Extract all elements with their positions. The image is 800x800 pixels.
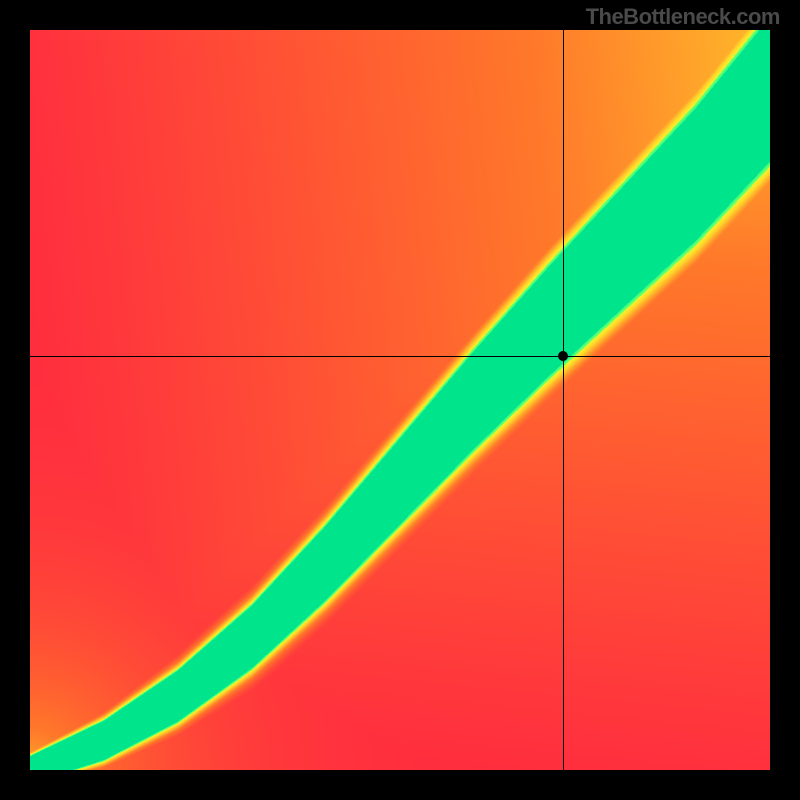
watermark-text: TheBottleneck.com <box>586 4 780 30</box>
heatmap-canvas <box>30 30 770 770</box>
crosshair-horizontal <box>30 356 770 357</box>
selection-marker <box>558 351 568 361</box>
bottleneck-heatmap <box>30 30 770 770</box>
crosshair-vertical <box>563 30 564 770</box>
